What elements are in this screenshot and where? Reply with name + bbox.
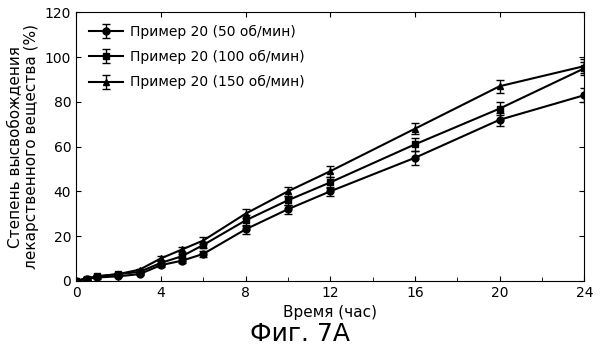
X-axis label: Время (час): Время (час): [283, 305, 377, 320]
Text: Фиг. 7А: Фиг. 7А: [250, 321, 350, 346]
Legend: Пример 20 (50 об/мин), Пример 20 (100 об/мин), Пример 20 (150 об/мин): Пример 20 (50 об/мин), Пример 20 (100 об…: [83, 19, 310, 95]
Y-axis label: Степень высвобождения
лекарственного вещества (%): Степень высвобождения лекарственного вещ…: [7, 24, 40, 269]
